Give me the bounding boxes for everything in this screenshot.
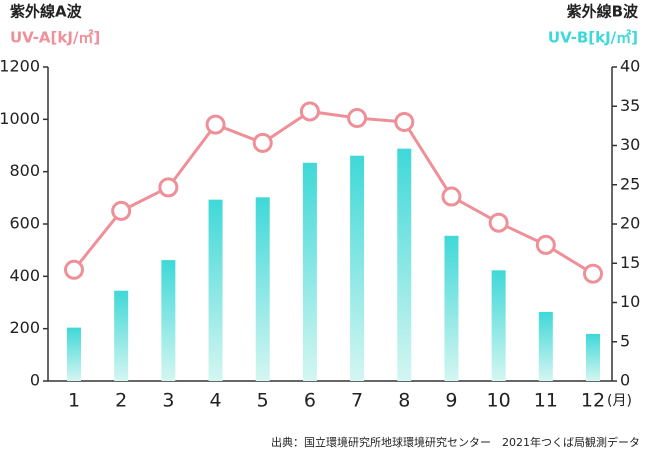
x-tick-label: 3 (162, 390, 174, 412)
line-marker (111, 200, 132, 221)
line (72, 109, 594, 275)
x-tick-label: 2 (115, 390, 127, 412)
x-tick-label: 9 (445, 390, 457, 412)
y2-tick-label: 25 (620, 174, 640, 193)
x-tick-label: 10 (487, 390, 511, 412)
x-tick-label: 8 (398, 390, 410, 412)
bar (114, 290, 129, 381)
y-tick-label: 1000 (0, 109, 40, 128)
line-marker (299, 101, 320, 122)
bar (302, 162, 317, 381)
x-tick-label: 6 (304, 390, 316, 412)
line-marker (158, 177, 179, 198)
bar (67, 327, 81, 381)
y2-tick-label: 0 (620, 371, 630, 390)
y2-tick-label: 5 (620, 331, 630, 350)
x-tick-label: 7 (351, 390, 363, 412)
y2-tick-label: 20 (620, 214, 640, 233)
bar (161, 260, 176, 381)
bar (255, 197, 270, 381)
y-axis-series-label: UV-A[kJ/㎡] (10, 29, 100, 47)
y-tick-label: 200 (9, 318, 40, 337)
y-tick-label: 1200 (0, 57, 40, 76)
y2-tick-label: 35 (620, 96, 640, 115)
x-tick-label: 12 (581, 390, 605, 412)
y2-axis-title: 紫外線B波 (567, 3, 639, 21)
bar (208, 199, 223, 381)
y-tick-label: 0 (30, 371, 40, 390)
line-marker (583, 263, 603, 284)
x-tick-label: 1 (68, 390, 80, 412)
y2-axis-series-label: UV-B[kJ/㎡] (548, 29, 638, 47)
y2-tick-label: 10 (620, 292, 640, 311)
bar (491, 270, 506, 381)
line-marker (394, 111, 415, 132)
x-unit-label: (月) (607, 393, 632, 409)
line-marker (347, 108, 368, 129)
x-tick-label: 4 (209, 390, 221, 412)
y2-tick-label: 15 (620, 253, 640, 272)
line-marker (64, 259, 84, 280)
bar (538, 311, 553, 381)
line-marker (441, 186, 462, 207)
bar (350, 155, 365, 381)
y-tick-label: 800 (9, 161, 40, 180)
y2-tick-label: 40 (620, 57, 640, 76)
line-marker (252, 132, 273, 153)
source-note: 出典：国立環境研究所地球環境研究センター 2021年つくば局観測データ (271, 435, 640, 449)
line-marker (488, 212, 509, 233)
bar (586, 333, 600, 381)
y2-tick-label: 30 (620, 135, 640, 154)
y-tick-label: 400 (9, 266, 40, 285)
y-tick-label: 600 (9, 214, 40, 233)
line-marker (205, 114, 226, 135)
line-marker (535, 234, 556, 255)
bar (397, 148, 412, 381)
x-tick-label: 11 (534, 390, 558, 412)
bar (444, 235, 459, 381)
y-axis-title: 紫外線A波 (10, 3, 83, 21)
x-tick-label: 5 (257, 390, 269, 412)
